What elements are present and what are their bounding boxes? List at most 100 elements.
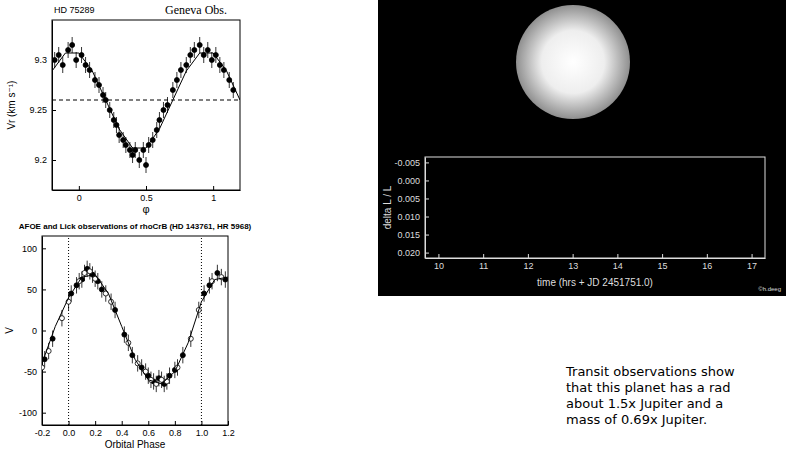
- x-tick-label: 15: [658, 261, 668, 271]
- data-point: [66, 48, 71, 53]
- canvas: 00.519.29.259.3φVr (km s⁻¹)HD 75289Genev…: [0, 0, 786, 457]
- y-tick-label: 0.000: [397, 176, 420, 186]
- x-tick-mark: [146, 186, 147, 190]
- data-point: [209, 58, 214, 63]
- x-axis-line: [53, 190, 241, 191]
- fit-curve: [42, 275, 228, 384]
- x-tick-mark: [228, 421, 229, 425]
- y-tick-label: 0.020: [397, 248, 420, 258]
- x-axis-title: time (hrs + JD 2451751.0): [537, 277, 653, 288]
- x-tick: 17: [747, 254, 757, 271]
- data-point: [70, 43, 75, 48]
- y-tick-label: -50: [24, 367, 37, 377]
- y-tick-mark: [42, 248, 46, 249]
- data-point: [170, 88, 175, 93]
- y-tick: 100: [22, 244, 46, 254]
- y-tick-label: 0: [32, 326, 37, 336]
- x-axis: 10 11 12 13 14 15 16 17: [426, 254, 766, 271]
- y-axis-title: delta L / L: [382, 185, 393, 229]
- x-tick-label: 11: [479, 261, 488, 271]
- x-tick: 1: [211, 186, 216, 203]
- x-tick: 1.0: [196, 421, 209, 438]
- y-tick-label: -0.005: [394, 158, 420, 168]
- x-tick-label: 16: [702, 261, 712, 271]
- y-tick-label: 0.015: [397, 230, 420, 240]
- y-tick: 0.000: [397, 176, 429, 186]
- data-point: [197, 43, 202, 48]
- x-tick-mark: [707, 254, 708, 258]
- x-tick-label: 1.0: [196, 428, 209, 438]
- y-axis-line: [425, 158, 426, 259]
- annotation: Geneva Obs.: [165, 3, 227, 17]
- x-tick-mark: [175, 421, 176, 425]
- y-tick-mark: [425, 235, 429, 236]
- x-tick-mark: [528, 254, 529, 258]
- data-point: [87, 269, 92, 274]
- data-point: [167, 373, 172, 378]
- chart-2: 10 11 12 13 14 15 16 17 -0.005 0.000 0.005 0.010 0.0…: [382, 157, 782, 292]
- x-tick: 16: [702, 254, 712, 271]
- caption-line: that this planet has a rad: [566, 380, 730, 395]
- reference-line: [52, 100, 240, 101]
- data-point: [60, 63, 65, 68]
- data-point: [99, 287, 104, 292]
- y-tick-mark: [425, 180, 429, 181]
- y-tick: 0.010: [397, 212, 429, 222]
- y-tick-mark: [42, 372, 46, 373]
- data-point: [174, 78, 179, 83]
- data-point: [74, 58, 79, 63]
- x-tick: 12: [523, 254, 533, 271]
- y-tick: 0: [32, 326, 46, 336]
- x-tick-label: 0.8: [169, 428, 182, 438]
- x-tick: 0.2: [89, 421, 102, 438]
- y-tick-mark: [425, 217, 429, 218]
- x-axis-line: [43, 425, 229, 426]
- y-axis-line: [52, 21, 53, 191]
- x-tick: 10: [434, 254, 444, 271]
- data-point: [82, 270, 87, 275]
- x-tick-label: 10: [434, 261, 444, 271]
- x-tick-label: 0.5: [140, 193, 153, 203]
- x-tick-label: 12: [523, 261, 533, 271]
- x-tick: 14: [613, 254, 623, 271]
- chart-0: 00.519.29.259.3φVr (km s⁻¹)HD 75289Genev…: [6, 3, 241, 215]
- y-tick-mark: [42, 331, 46, 332]
- data-point: [127, 148, 132, 153]
- x-tick: 0.8: [169, 421, 182, 438]
- x-tick-mark: [483, 254, 484, 258]
- x-tick-mark: [213, 186, 214, 190]
- x-tick: 0: [77, 186, 82, 203]
- data-point: [192, 48, 197, 53]
- data-point: [178, 68, 183, 73]
- y-tick-mark: [52, 160, 56, 161]
- y-tick: 9.25: [29, 105, 56, 115]
- y-tick: -0.005: [394, 158, 429, 168]
- x-tick-label: 0.4: [116, 428, 129, 438]
- y-tick-label: 50: [27, 285, 37, 295]
- y-tick: 0.005: [397, 194, 429, 204]
- data-point: [121, 138, 126, 143]
- x-tick-mark: [662, 254, 663, 258]
- y-tick-label: -100: [19, 408, 37, 418]
- y-tick: -100: [19, 408, 46, 418]
- x-tick-mark: [752, 254, 753, 258]
- x-tick-label: 14: [613, 261, 623, 271]
- chart-title: HD 75289: [54, 5, 95, 15]
- x-tick: 13: [568, 254, 578, 271]
- y-tick: 0.015: [397, 230, 429, 240]
- x-tick-label: 1: [211, 193, 216, 203]
- x-axis: -0.20.00.20.40.60.81.01.2: [35, 421, 235, 438]
- caption-line: mass of 0.69x Jupiter.: [566, 412, 707, 427]
- x-tick-mark: [122, 421, 123, 425]
- x-tick-label: 13: [568, 261, 578, 271]
- y-tick-mark: [52, 110, 56, 111]
- y-axis: -0.005 0.000 0.005 0.010 0.015 0.020: [394, 158, 429, 259]
- x-tick-mark: [438, 254, 439, 258]
- x-tick-mark: [79, 186, 80, 190]
- x-tick-mark: [573, 254, 574, 258]
- x-axis: 00.51: [53, 186, 241, 203]
- y-tick: 9.2: [34, 155, 56, 165]
- y-tick-mark: [42, 413, 46, 414]
- x-tick: 11: [479, 254, 488, 271]
- y-tick-label: 100: [22, 244, 37, 254]
